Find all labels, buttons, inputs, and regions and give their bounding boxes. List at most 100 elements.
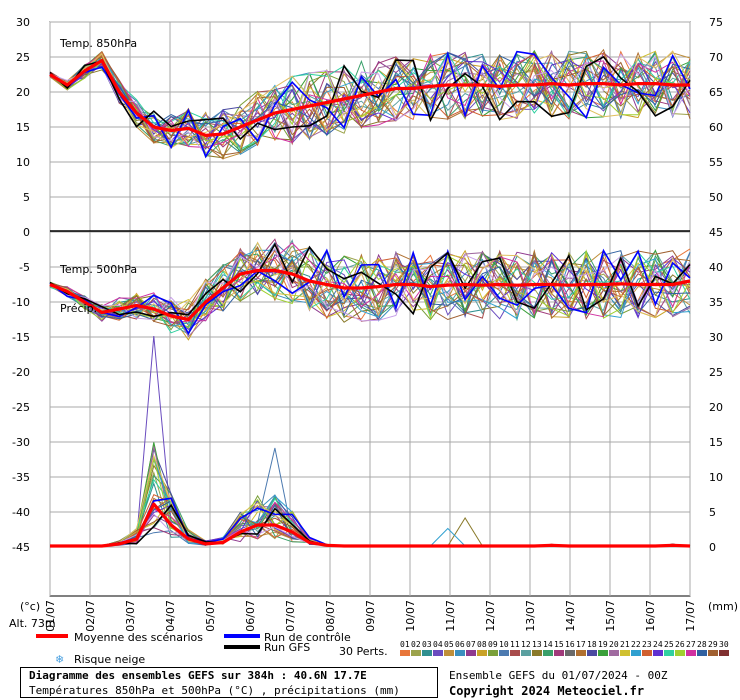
chart-caption-box: Diagramme des ensembles GEFS sur 384h : … (20, 667, 438, 698)
right-tick-label: 5 (709, 506, 716, 519)
perturbation-number: 27 (686, 640, 696, 649)
perturbation-swatch (466, 650, 476, 656)
right-axis-unit: (mm) (708, 600, 738, 613)
ensemble-line-t500 (49, 246, 691, 327)
legend-swatch-mean (36, 634, 68, 638)
perturbation-swatch (433, 650, 443, 656)
left-tick-label: -45 (12, 541, 30, 554)
date-tick-label: 12/07 (484, 600, 497, 632)
perturbation-number: 19 (598, 640, 608, 649)
right-tick-label: 25 (709, 366, 723, 379)
ensemble-line-t850 (49, 50, 691, 145)
left-tick-label: -25 (12, 401, 30, 414)
right-tick-label: 55 (709, 156, 723, 169)
panel-label: Temp. 500hPa (59, 263, 137, 276)
perturbation-legend: 01 02 03 04 05 06 07 08 09 10 11 12 13 14 15 16 17 18 19 20… (400, 640, 729, 656)
perturbation-number: 03 (422, 640, 432, 649)
date-tick-label: 05/07 (204, 600, 217, 632)
left-tick-label: -20 (12, 366, 30, 379)
perturbation-swatch (477, 650, 487, 656)
chart-title: Diagramme des ensembles GEFS sur 384h : … (29, 669, 367, 682)
right-tick-label: 20 (709, 401, 723, 414)
perturbation-number: 26 (675, 640, 685, 649)
perturbation-swatch (576, 650, 586, 656)
right-tick-label: 65 (709, 86, 723, 99)
right-tick-label: 50 (709, 191, 723, 204)
left-tick-label: 15 (16, 121, 30, 134)
perturbation-swatch (400, 650, 410, 656)
ensemble-line-t850 (49, 52, 691, 160)
perturbation-number: 14 (543, 640, 553, 649)
perturbation-number: 02 (411, 640, 421, 649)
perturbation-number: 04 (433, 640, 443, 649)
left-tick-label: 5 (23, 191, 30, 204)
ensemble-line-t850 (49, 50, 691, 159)
date-axis-ticks: 01/07 02/07 03/07 04/07 05/07 06/07 07/07 08/07… (44, 600, 697, 632)
date-tick-label: 03/07 (124, 600, 137, 632)
left-tick-label: 30 (16, 16, 30, 29)
perturbation-number: 28 (697, 640, 707, 649)
panel-label: Précip. (60, 302, 97, 315)
date-tick-label: 15/07 (604, 600, 617, 632)
perturbation-swatch (411, 650, 421, 656)
perturbation-swatch (444, 650, 454, 656)
legend-label-gfs: Run GFS (264, 641, 310, 654)
perturbation-swatch (653, 650, 663, 656)
perturbation-number: 09 (488, 640, 498, 649)
perturbation-swatch (620, 650, 630, 656)
perturbation-swatch (488, 650, 498, 656)
perturbation-swatch (719, 650, 729, 656)
right-tick-label: 70 (709, 51, 723, 64)
perturbation-swatch (422, 650, 432, 656)
legend-label-snow: Risque neige (74, 653, 145, 666)
perturbation-number: 11 (510, 640, 520, 649)
perturbation-number: 13 (532, 640, 542, 649)
perturbation-swatch (532, 650, 542, 656)
ensemble-line-t850 (49, 52, 691, 149)
legend-label-control: Run de contrôle (264, 631, 351, 644)
perturbation-number: 24 (653, 640, 663, 649)
right-tick-label: 40 (709, 261, 723, 274)
date-tick-label: 08/07 (324, 600, 337, 632)
ensemble-line-t500 (49, 248, 691, 335)
left-tick-label: 20 (16, 86, 30, 99)
date-tick-label: 10/07 (404, 600, 417, 632)
perturbation-swatch (664, 650, 674, 656)
perturbation-number: 15 (554, 640, 564, 649)
ensemble-line-t850 (49, 52, 691, 136)
perturbation-number: 12 (521, 640, 531, 649)
left-tick-label: 25 (16, 51, 30, 64)
right-tick-label: 30 (709, 331, 723, 344)
panel-labels: Temp. 850hPa Temp. 500hPa Précip. (59, 37, 137, 315)
perturbation-swatch (675, 650, 685, 656)
perturbation-swatch (455, 650, 465, 656)
legend: Moyenne des scénarios Run de contrôle Ru… (36, 631, 729, 666)
date-tick-label: 04/07 (164, 600, 177, 632)
perturbation-number: 21 (620, 640, 630, 649)
ensemble-line-t850 (49, 57, 691, 146)
date-tick-label: 13/07 (524, 600, 537, 632)
perturbation-swatch (499, 650, 509, 656)
perturbations-label: 30 Perts. (339, 645, 388, 658)
perturbation-swatch (642, 650, 652, 656)
perturbation-number: 01 (400, 640, 410, 649)
left-axis-ticks: 30 25 20 15 10 5 0 -5 -10 -15 -20 -25 -30 -35 -40 -45 (12, 16, 30, 554)
date-tick-label: 16/07 (644, 600, 657, 632)
copyright: Copyright 2024 Meteociel.fr (449, 684, 645, 698)
mean-line-t850 (49, 58, 690, 137)
date-tick-label: 01/07 (44, 600, 57, 632)
perturbation-swatch (708, 650, 718, 656)
perturbation-number: 20 (609, 640, 619, 649)
date-tick-label: 17/07 (684, 600, 697, 632)
right-tick-label: 15 (709, 436, 723, 449)
perturbation-swatch (631, 650, 641, 656)
perturbation-number: 23 (642, 640, 652, 649)
left-tick-label: -15 (12, 331, 30, 344)
snowflake-icon: ❄ (55, 653, 64, 666)
ensemble-line-t500 (49, 241, 691, 320)
perturbation-swatch (587, 650, 597, 656)
left-tick-label: -10 (12, 296, 30, 309)
right-tick-label: 35 (709, 296, 723, 309)
ensemble-run-info: Ensemble GEFS du 01/07/2024 - 00Z (449, 669, 668, 682)
